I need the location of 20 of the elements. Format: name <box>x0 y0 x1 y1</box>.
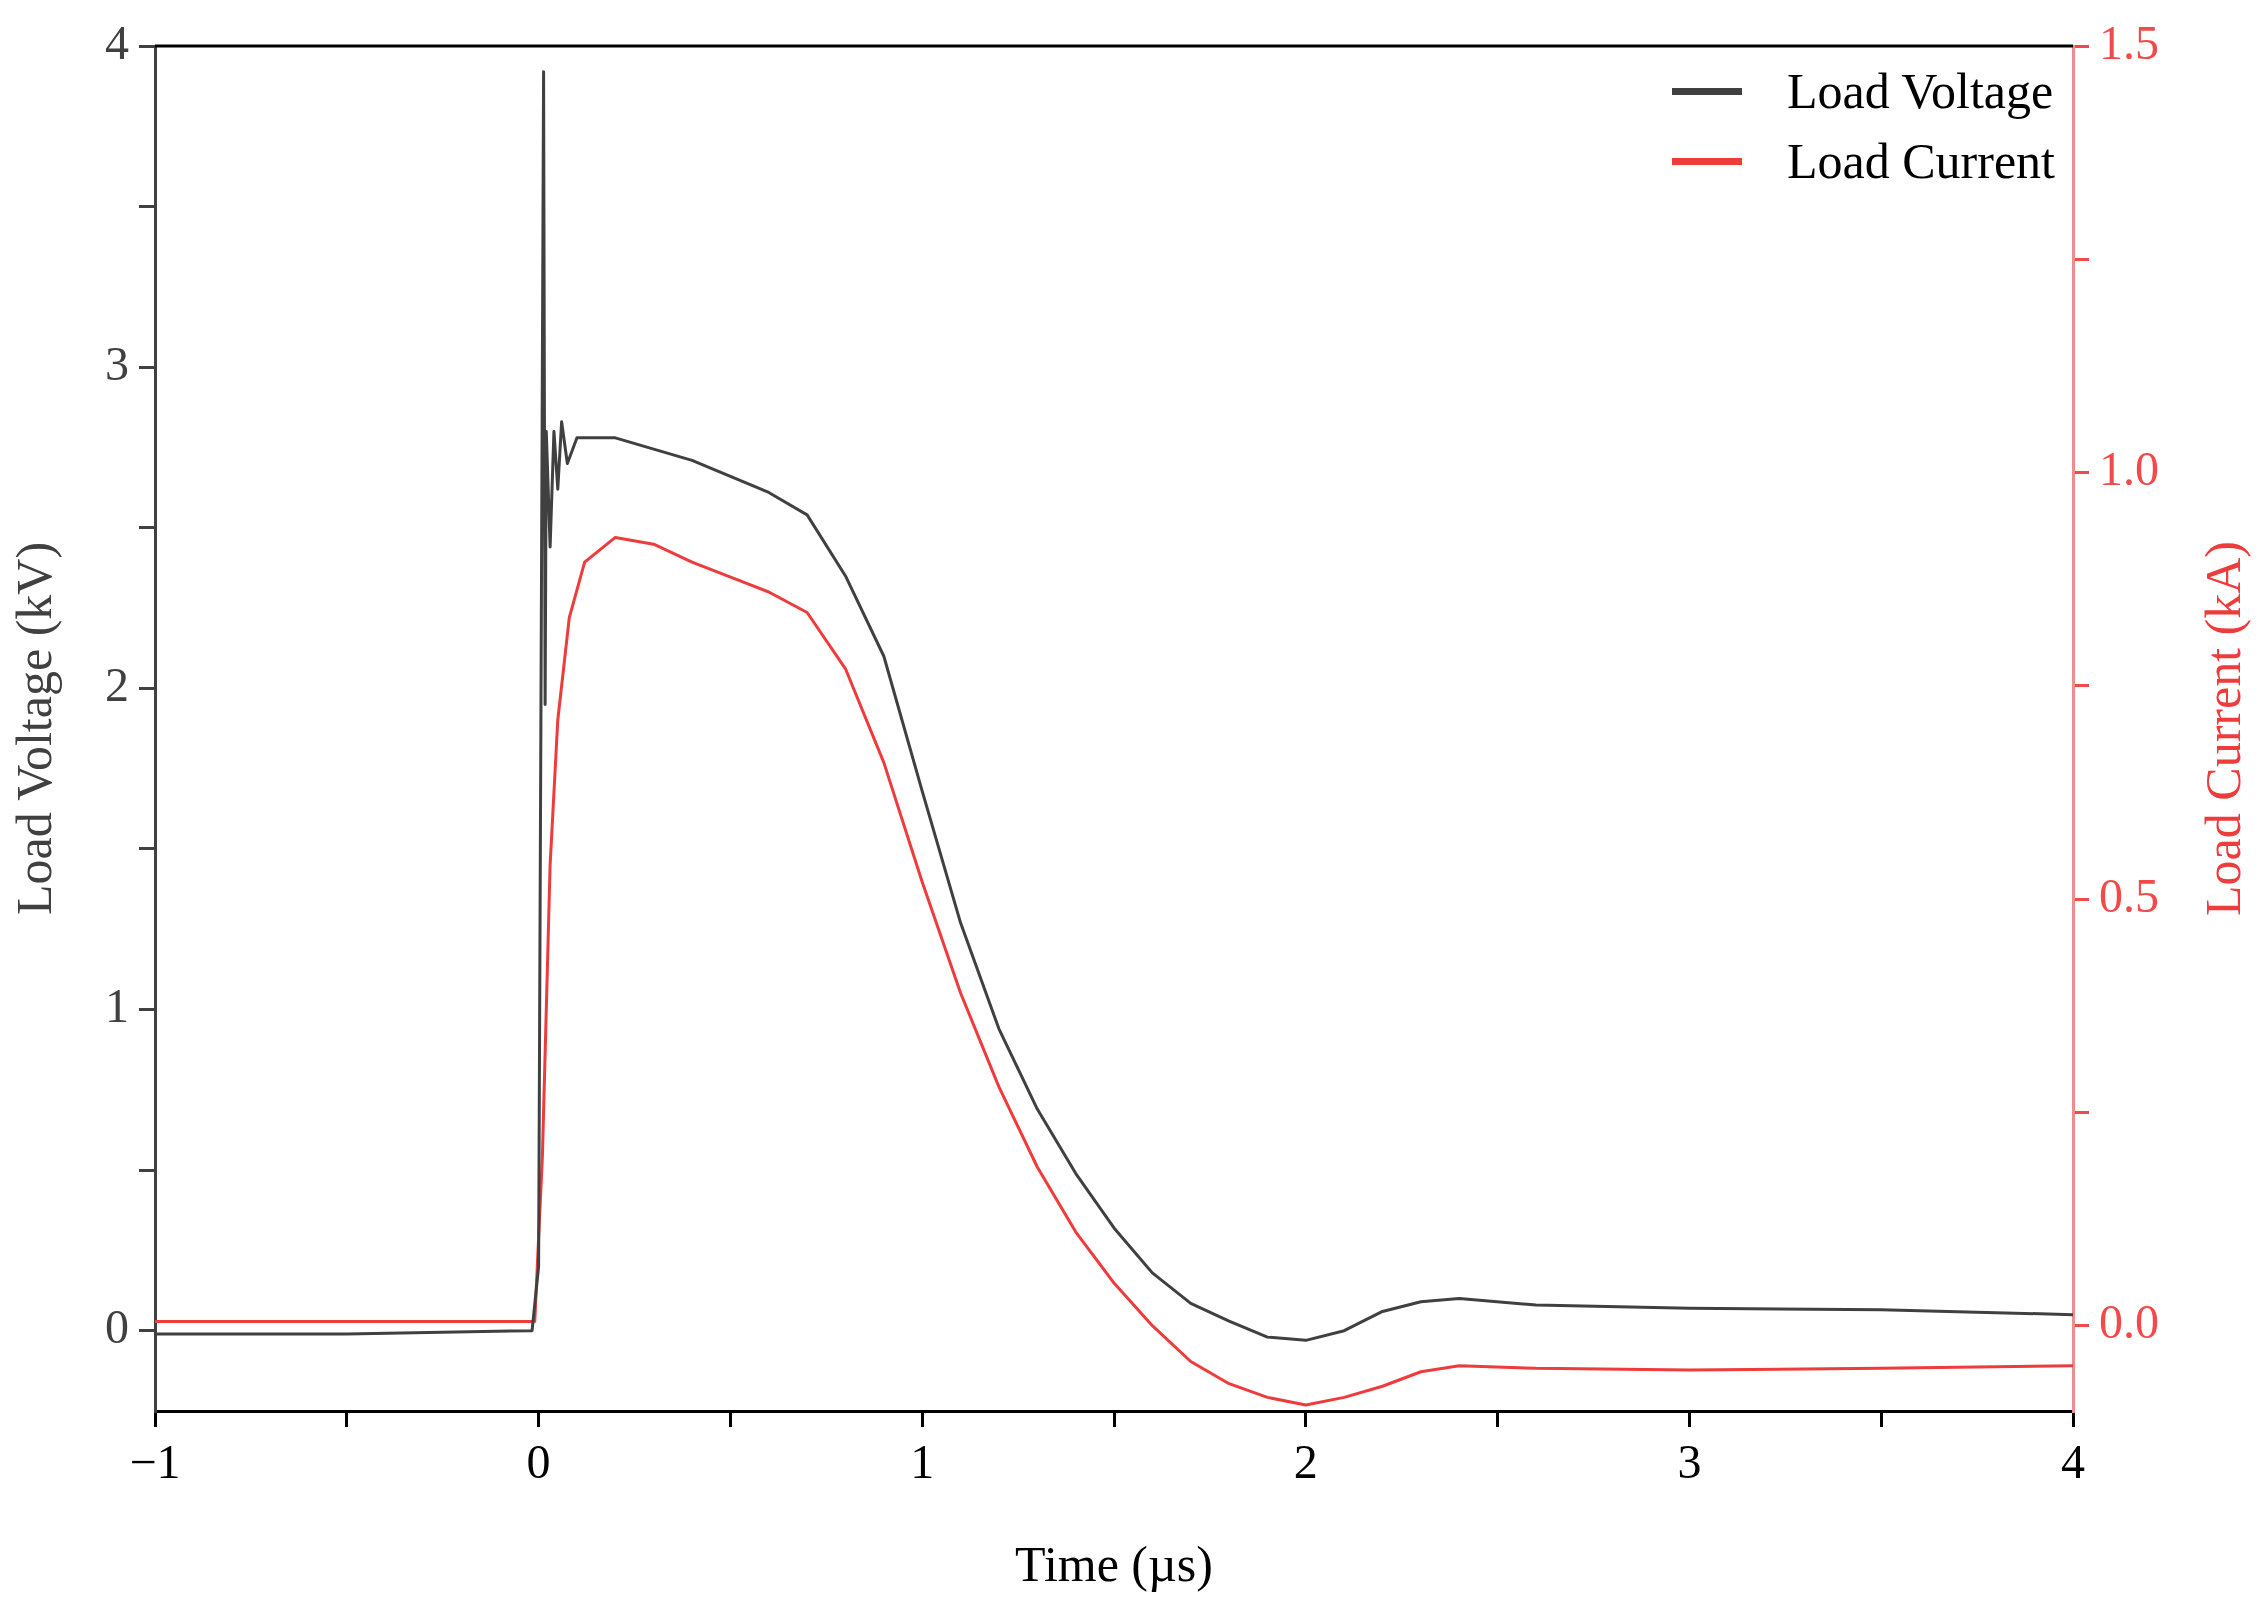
legend-label: Load Voltage <box>1787 62 2054 120</box>
x-tick-label: 0 <box>526 1435 551 1489</box>
y-tick-label: 3 <box>105 336 129 390</box>
y2-tick-label: 1.5 <box>2099 15 2159 69</box>
y-tick-label: 1 <box>105 979 129 1033</box>
x-axis-title: Time (µs) <box>1015 1536 1213 1593</box>
y-tick-label: 2 <box>105 657 129 711</box>
y2-tick-label: 0.0 <box>2099 1295 2159 1349</box>
x-tick-label: −1 <box>129 1435 181 1489</box>
y-axis-title: Load Voltage (kV) <box>6 541 63 916</box>
y2-tick-label: 0.5 <box>2099 868 2159 922</box>
x-tick-label: 2 <box>1293 1435 1318 1489</box>
y-tick-label: 4 <box>105 15 129 69</box>
y2-tick-label: 1.0 <box>2099 442 2159 496</box>
x-tick-label: 3 <box>1677 1435 1702 1489</box>
y-tick-label: 0 <box>105 1300 129 1354</box>
x-tick-label: 1 <box>910 1435 935 1489</box>
x-tick-label: 4 <box>2061 1435 2085 1489</box>
legend-label: Load Current <box>1787 132 2055 190</box>
y2-axis-title: Load Current (kA) <box>2195 541 2252 916</box>
